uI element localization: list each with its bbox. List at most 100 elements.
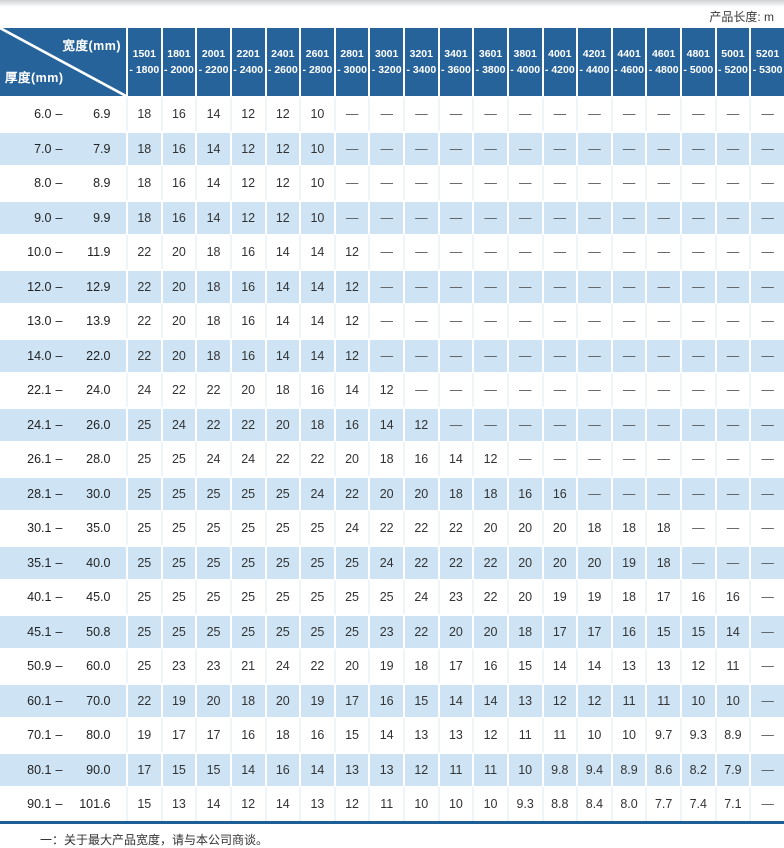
- max-length-cell: 9.4: [576, 751, 611, 786]
- max-length-cell: 14: [195, 165, 230, 200]
- max-length-cell: 24: [229, 441, 265, 476]
- max-length-cell: —: [472, 165, 507, 200]
- max-length-cell: 15: [645, 613, 680, 648]
- max-length-cell: —: [437, 130, 473, 165]
- max-length-cell: 22: [437, 544, 473, 579]
- max-length-cell: 18: [645, 510, 680, 545]
- max-length-cell: 24: [195, 441, 230, 476]
- max-length-cell: 25: [126, 510, 161, 545]
- max-length-cell: 16: [229, 268, 265, 303]
- max-length-cell: —: [506, 130, 542, 165]
- max-length-cell: 10: [610, 717, 646, 752]
- max-length-cell: 18: [299, 406, 334, 441]
- max-length-cell: —: [576, 475, 611, 510]
- max-length-cell: —: [368, 268, 403, 303]
- bottom-rule: [0, 820, 784, 824]
- max-length-cell: 13: [299, 786, 334, 821]
- max-length-cell: 22: [437, 510, 473, 545]
- max-length-cell: —: [437, 165, 473, 200]
- max-length-cell: —: [437, 406, 473, 441]
- max-length-cell: 18: [506, 613, 542, 648]
- max-length-cell: 12: [576, 682, 611, 717]
- max-length-cell: 25: [229, 475, 265, 510]
- max-length-cell: —: [645, 406, 680, 441]
- max-length-cell: 16: [229, 337, 265, 372]
- max-length-cell: 11: [368, 786, 403, 821]
- max-length-cell: —: [610, 199, 646, 234]
- max-length-cell: 9.3: [680, 717, 715, 752]
- max-length-cell: 16: [229, 234, 265, 269]
- max-length-cell: 18: [126, 199, 161, 234]
- max-length-cell: 22: [126, 303, 161, 338]
- max-length-cell: 14: [541, 648, 577, 683]
- thickness-range-label: 24.1–26.0: [0, 406, 126, 441]
- max-length-cell: 20: [472, 613, 507, 648]
- max-length-cell: —: [680, 441, 715, 476]
- max-length-cell: —: [680, 337, 715, 372]
- max-length-cell: —: [368, 234, 403, 269]
- max-length-cell: 20: [160, 268, 196, 303]
- max-length-cell: 17: [160, 717, 196, 752]
- max-length-cell: —: [403, 165, 438, 200]
- max-length-cell: 7.4: [680, 786, 715, 821]
- max-length-cell: —: [714, 130, 750, 165]
- max-length-cell: —: [645, 199, 680, 234]
- max-length-cell: 18: [264, 717, 300, 752]
- thickness-range-label: 35.1–40.0: [0, 544, 126, 579]
- max-length-cell: —: [610, 268, 646, 303]
- max-length-cell: 12: [264, 130, 300, 165]
- max-length-cell: 20: [160, 303, 196, 338]
- max-length-cell: —: [714, 441, 750, 476]
- max-length-cell: 22: [472, 544, 507, 579]
- max-length-cell: 22: [403, 613, 438, 648]
- table-row: 35.1–40.0 25 25 25 25 25 25 25 24 22 22 22 20 20 20 19 1…: [0, 544, 784, 579]
- table-row: 80.1–90.0 17 15 15 14 16 14 13 13 12 11 11 10 9.8 9.4 8…: [0, 751, 784, 786]
- max-length-cell: —: [749, 441, 784, 476]
- header-row: 宽度(mm) 厚度(mm) 1501- 1800 1801- 2000 2001- …: [0, 28, 784, 96]
- footnote: 一：关于最大产品宽度，请与本公司商谈。: [40, 832, 269, 847]
- max-length-cell: —: [680, 544, 715, 579]
- max-length-cell: 24: [264, 648, 300, 683]
- max-length-cell: 16: [160, 199, 196, 234]
- max-length-cell: —: [645, 303, 680, 338]
- max-length-cell: 16: [680, 579, 715, 614]
- max-length-cell: 15: [506, 648, 542, 683]
- product-length-unit-label: 产品长度: m: [709, 10, 774, 24]
- thickness-axis-label: 厚度(mm): [5, 70, 64, 85]
- max-length-cell: 16: [714, 579, 750, 614]
- max-length-cell: 14: [299, 234, 334, 269]
- max-length-cell: 25: [368, 579, 403, 614]
- max-length-cell: 23: [160, 648, 196, 683]
- thickness-range-label: 26.1–28.0: [0, 441, 126, 476]
- max-length-cell: 14: [437, 441, 473, 476]
- max-length-cell: —: [680, 510, 715, 545]
- max-length-cell: —: [333, 130, 369, 165]
- max-length-cell: 24: [368, 544, 403, 579]
- max-length-cell: 14: [576, 648, 611, 683]
- max-length-cell: —: [645, 96, 680, 131]
- max-length-cell: 20: [229, 372, 265, 407]
- max-length-cell: 25: [264, 544, 300, 579]
- max-length-cell: —: [576, 165, 611, 200]
- max-length-cell: —: [714, 199, 750, 234]
- max-length-cell: 20: [576, 544, 611, 579]
- max-length-cell: —: [576, 406, 611, 441]
- max-length-cell: —: [472, 199, 507, 234]
- max-length-cell: —: [714, 96, 750, 131]
- max-length-cell: 19: [126, 717, 161, 752]
- max-length-cell: 14: [299, 751, 334, 786]
- max-length-cell: —: [645, 372, 680, 407]
- max-length-cell: 14: [437, 682, 473, 717]
- max-length-cell: 16: [368, 682, 403, 717]
- thickness-range-label: 7.0–7.9: [0, 130, 126, 165]
- diagonal-divider-line: [0, 28, 126, 96]
- max-length-cell: —: [610, 475, 646, 510]
- table-row: 90.1–101.6 15 13 14 12 14 13 12 11 10 10 10 9.3 8.8 8.…: [0, 786, 784, 821]
- max-length-cell: 16: [229, 303, 265, 338]
- max-length-cell: —: [403, 268, 438, 303]
- max-length-cell: 12: [403, 751, 438, 786]
- max-length-cell: 20: [264, 406, 300, 441]
- max-length-cell: 10: [437, 786, 473, 821]
- max-length-cell: 14: [714, 613, 750, 648]
- max-length-cell: —: [680, 96, 715, 131]
